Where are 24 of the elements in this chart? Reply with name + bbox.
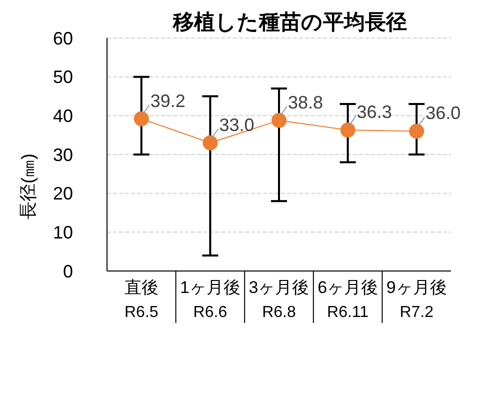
data-label: 36.0	[426, 103, 461, 124]
x-tick-label: 1ヶ月後 R6.6	[180, 278, 240, 321]
point	[340, 122, 356, 138]
data-label: 36.3	[356, 102, 392, 122]
y-tick-label: 40	[52, 106, 73, 126]
x-tick-label: 6ヶ月後 R6.11	[318, 278, 378, 321]
point	[202, 135, 218, 150]
chart-title: 移植した種苗の平均長径	[172, 10, 408, 36]
x-tick-label: 9ヶ月後 R7.2	[386, 278, 447, 321]
y-tick-label: 20	[52, 184, 73, 204]
y-tick-label: 60	[52, 28, 73, 48]
x-tick-label: 直後 R6.5	[124, 278, 158, 321]
point	[272, 112, 286, 128]
point	[409, 124, 424, 139]
y-tick-label: 30	[52, 144, 73, 165]
y-tick-label: 50	[52, 67, 73, 88]
data-label: 39.2	[150, 90, 186, 111]
data-label: 38.8	[288, 92, 324, 112]
data-label: 33.0	[219, 114, 254, 135]
y-axis-title: 長径(㎜)	[18, 154, 38, 220]
x-tick-label: 3ヶ月後 R6.8	[248, 278, 310, 321]
point	[134, 111, 149, 126]
y-tick-label: 10	[52, 222, 73, 243]
y-tick-label: 0	[62, 261, 73, 282]
